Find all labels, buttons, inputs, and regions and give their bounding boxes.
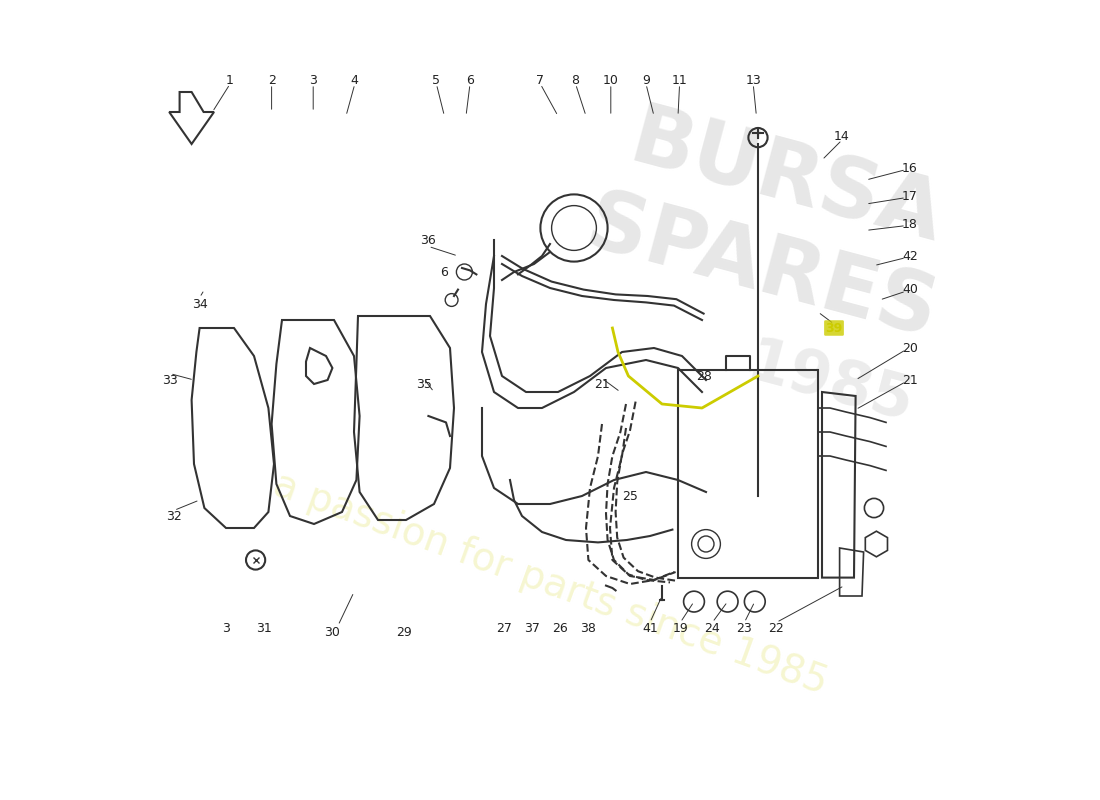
Text: 6: 6 <box>440 266 449 278</box>
Text: 17: 17 <box>902 190 917 202</box>
Text: 16: 16 <box>902 162 917 174</box>
Text: 33: 33 <box>162 374 178 386</box>
Text: 11: 11 <box>672 74 688 86</box>
Text: 4: 4 <box>351 74 359 86</box>
Text: 22: 22 <box>769 622 784 634</box>
Text: 29: 29 <box>396 626 412 638</box>
Text: 1985: 1985 <box>740 334 920 434</box>
Text: 23: 23 <box>737 622 752 634</box>
Text: 5: 5 <box>432 74 440 86</box>
Text: 2: 2 <box>267 74 275 86</box>
Text: 35: 35 <box>416 378 431 390</box>
Text: 21: 21 <box>594 378 609 390</box>
Text: 40: 40 <box>902 283 917 296</box>
Text: 34: 34 <box>191 298 208 310</box>
Text: 3: 3 <box>309 74 317 86</box>
Text: 7: 7 <box>537 74 544 86</box>
Text: 1: 1 <box>227 74 234 86</box>
Text: 25: 25 <box>623 490 638 502</box>
Text: 20: 20 <box>902 342 917 354</box>
Text: 31: 31 <box>255 622 272 634</box>
Text: 19: 19 <box>672 622 689 634</box>
Text: 9: 9 <box>642 74 650 86</box>
Text: 18: 18 <box>902 218 917 230</box>
Text: 3: 3 <box>222 622 230 634</box>
Text: 37: 37 <box>525 622 540 634</box>
Text: 27: 27 <box>496 622 512 634</box>
Text: a passion for parts since 1985: a passion for parts since 1985 <box>267 466 833 702</box>
Text: 39: 39 <box>825 322 843 334</box>
Text: 24: 24 <box>704 622 720 634</box>
Text: 13: 13 <box>746 74 761 86</box>
Text: 8: 8 <box>572 74 580 86</box>
Text: 36: 36 <box>420 234 437 246</box>
Text: BURSA
SPARES: BURSA SPARES <box>578 93 970 355</box>
Text: 38: 38 <box>581 622 596 634</box>
Text: 41: 41 <box>642 622 658 634</box>
Text: 14: 14 <box>834 130 850 142</box>
Text: 10: 10 <box>603 74 618 86</box>
Text: 28: 28 <box>695 370 712 382</box>
Text: 30: 30 <box>324 626 340 638</box>
Text: 6: 6 <box>466 74 474 86</box>
Text: 42: 42 <box>902 250 917 262</box>
Bar <box>678 370 818 578</box>
Text: 26: 26 <box>552 622 568 634</box>
Text: 21: 21 <box>902 374 917 386</box>
Text: 32: 32 <box>166 510 182 522</box>
